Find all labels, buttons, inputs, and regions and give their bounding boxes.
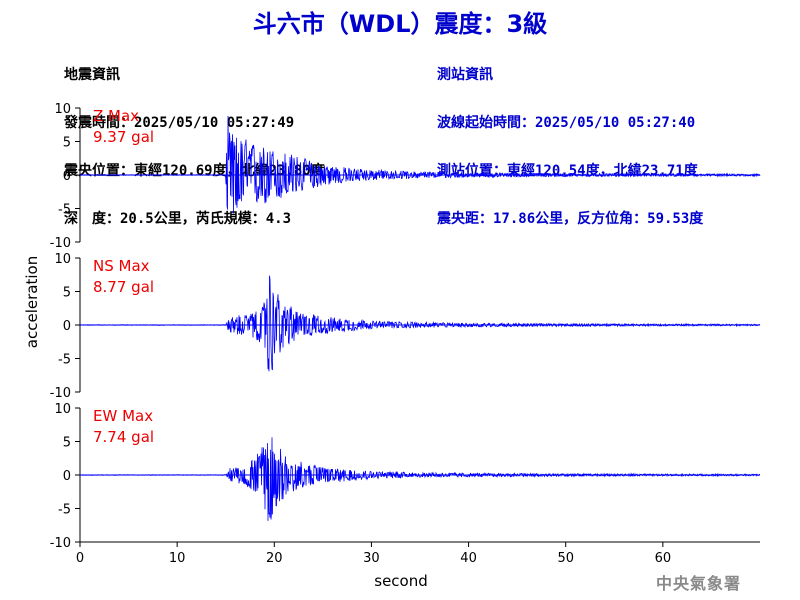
y-tick-label: -5 [58,353,71,368]
station-info-block: 測站資訊 波線起始時間：2025/05/10 05:27:40 測站位置：東經1… [437,35,703,243]
wave-start-time: 波線起始時間：2025/05/10 05:27:40 [437,115,696,131]
max-title-ew: EW Max [93,407,153,425]
y-tick-label: 0 [63,169,71,184]
waveform-z [79,115,761,214]
max-value-ew: 7.74 gal [93,428,154,446]
max-value-ns: 8.77 gal [93,278,154,296]
agency-credit: 中央氣象署 [656,574,742,593]
y-tick-label: 5 [63,136,71,151]
x-tick-label: 40 [460,551,477,566]
y-tick-label: 10 [54,102,71,117]
x-tick-label: 50 [557,551,574,566]
depth-magnitude: 深 度：20.5公里，芮氏規模：4.3 [64,211,292,227]
chart-title: 斗六市（WDL）震度：3級 [252,10,548,38]
y-tick-label: 5 [63,286,71,301]
x-tick-label: 30 [363,551,380,566]
y-tick-label: -5 [58,503,71,518]
max-title-z: Z Max [93,107,139,125]
waveform-ew [79,437,761,521]
y-tick-label: -10 [50,536,71,551]
x-tick-label: 20 [266,551,283,566]
x-tick-label: 10 [169,551,186,566]
waveform-ns [80,275,761,372]
x-tick-label: 60 [655,551,672,566]
max-value-z: 9.37 gal [93,128,154,146]
origin-time: 發震時間：2025/05/10 05:27:49 [64,115,295,131]
y-tick-label: -10 [50,386,71,401]
y-tick-label: 0 [63,469,71,484]
earthquake-info-heading: 地震資訊 [64,67,120,83]
epicentral-distance: 震央距：17.86公里，反方位角：59.53度 [437,211,704,227]
station-info-heading: 測站資訊 [437,67,493,83]
y-tick-label: 10 [54,252,71,267]
y-tick-label: -10 [50,236,71,251]
x-tick-label: 0 [76,551,84,566]
max-title-ns: NS Max [93,257,150,275]
y-tick-label: 0 [63,319,71,334]
y-tick-label: -5 [58,203,71,218]
y-tick-label: 10 [54,402,71,417]
y-tick-label: 5 [63,436,71,451]
y-axis-label: acceleration [23,256,41,348]
x-axis-label: second [374,572,428,590]
